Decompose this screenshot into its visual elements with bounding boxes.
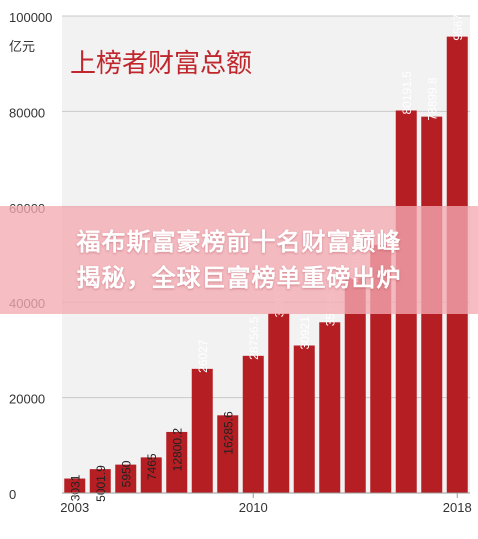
bar-value-label: 7465 (145, 453, 159, 480)
bar-value-label: 16285.6 (222, 411, 236, 455)
bar-value-label: 30921 (298, 316, 312, 350)
bar (344, 278, 366, 493)
banner-line-1: 福布斯富豪榜前十名财富巅峰 (76, 228, 402, 256)
bar (89, 469, 111, 493)
bar (166, 431, 188, 493)
y-tick-label: 80000 (9, 105, 45, 120)
bar (115, 464, 137, 493)
bar (268, 313, 290, 493)
title-banner: 福布斯富豪榜前十名财富巅峰 揭秘，全球巨富榜单重磅出炉 (0, 206, 478, 314)
bar-value-label: 3031 (69, 474, 83, 501)
bar (319, 322, 341, 493)
chart-title: 上榜者财富总额 (70, 48, 252, 78)
bar-value-label: 28756.5 (247, 316, 261, 360)
y-tick-label: 0 (9, 487, 16, 502)
x-tick-label: 2010 (239, 500, 268, 515)
bar-value-label: 78899.8 (426, 77, 440, 121)
y-axis-label: 亿元 (9, 39, 35, 54)
bar (217, 415, 239, 493)
y-tick-label: 100000 (9, 10, 52, 25)
bar-value-label: 5950 (120, 460, 134, 487)
x-tick-label: 2003 (60, 500, 89, 515)
banner-line-2: 揭秘，全球巨富榜单重磅出炉 (76, 264, 402, 292)
bar (293, 345, 315, 493)
bar-value-label: 12800.2 (171, 428, 185, 472)
bar-value-label: 80191.5 (400, 71, 414, 115)
bar-value-label: 95676.8 (451, 0, 465, 41)
bar (242, 355, 264, 493)
bar-value-label: 26027 (196, 339, 210, 373)
bar-value-label: 5001.9 (94, 465, 108, 502)
y-tick-label: 20000 (9, 392, 45, 407)
x-tick-label: 2018 (443, 500, 472, 515)
bar (191, 368, 213, 493)
bar (140, 457, 162, 493)
bar (64, 478, 86, 493)
